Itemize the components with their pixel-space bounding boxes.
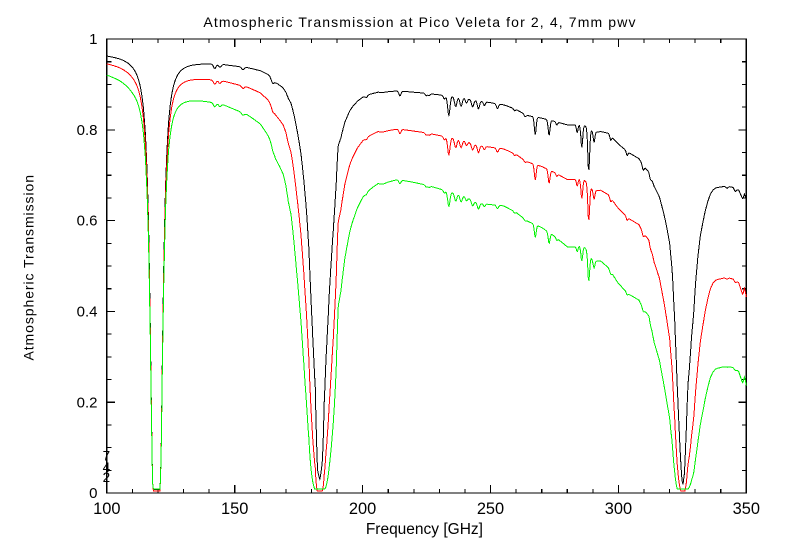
svg-text:0.8: 0.8: [77, 122, 98, 139]
svg-text:0: 0: [89, 485, 97, 502]
svg-text:4: 4: [103, 460, 111, 475]
svg-text:300: 300: [605, 500, 632, 518]
svg-text:250: 250: [477, 500, 504, 518]
svg-text:2: 2: [103, 470, 111, 485]
svg-text:Frequency [GHz]: Frequency [GHz]: [366, 521, 483, 538]
svg-text:0.2: 0.2: [77, 394, 98, 411]
svg-text:Atmospheric Transmission at Pi: Atmospheric Transmission at Pico Veleta …: [203, 14, 636, 30]
svg-text:350: 350: [733, 500, 760, 518]
svg-text:150: 150: [221, 500, 248, 518]
svg-text:0.6: 0.6: [77, 213, 98, 230]
svg-text:7: 7: [103, 449, 111, 464]
svg-text:1: 1: [89, 31, 97, 48]
svg-text:200: 200: [349, 500, 376, 518]
svg-text:100: 100: [93, 500, 120, 518]
svg-text:0.4: 0.4: [77, 304, 98, 321]
svg-text:Atmospheric Transmission: Atmospheric Transmission: [21, 174, 37, 361]
